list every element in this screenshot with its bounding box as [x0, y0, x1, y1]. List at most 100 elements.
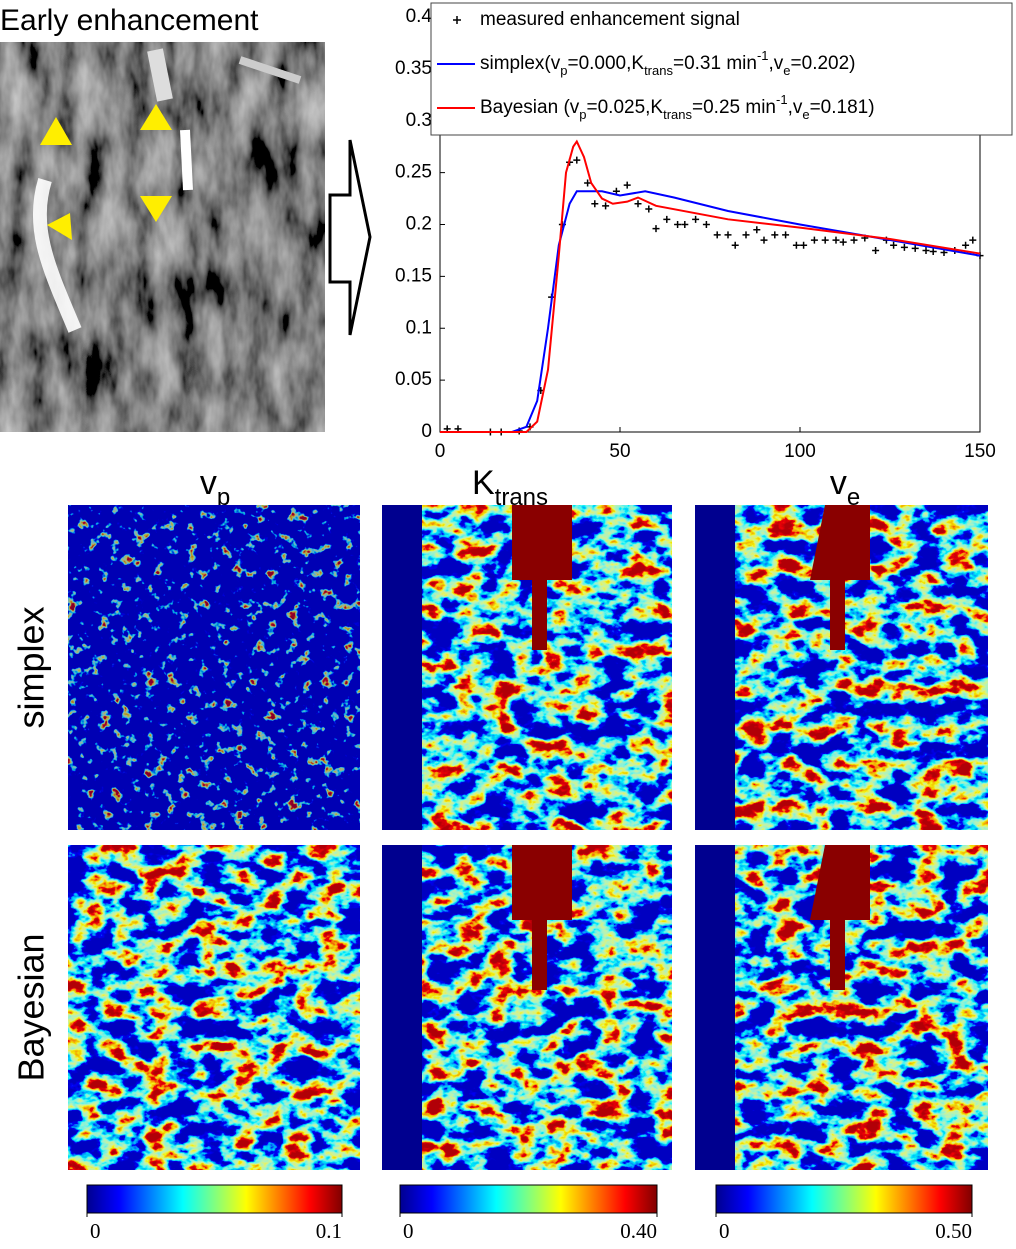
map-image [695, 845, 988, 1170]
data-point [782, 231, 790, 239]
data-point [724, 231, 732, 239]
legend: measured enhancement signalsimplex(vp=0.… [437, 9, 875, 122]
data-point [591, 200, 599, 208]
legend-box [430, 2, 1013, 136]
data-point [760, 236, 768, 244]
x-tick-label: 0 [435, 441, 446, 462]
legend-label: Bayesian (vp=0.025,Ktrans=0.25 min-1,ve=… [480, 92, 875, 122]
data-point [962, 241, 970, 249]
map-left-band [695, 505, 735, 830]
text-run: v [200, 464, 217, 502]
data-point [800, 241, 808, 249]
y-tick-label: 0.2 [406, 214, 432, 235]
image-title: Early enhancement [0, 4, 259, 37]
map-texture [68, 505, 360, 830]
column-header: Ktrans [472, 464, 548, 511]
data-point [839, 238, 847, 246]
superscript: -1 [776, 92, 788, 107]
superscript: -1 [757, 48, 769, 63]
data-point [890, 241, 898, 249]
data-point [900, 243, 908, 251]
x-tick-label: 50 [609, 441, 630, 462]
text-run: Bayesian (v [480, 97, 580, 118]
data-point [645, 205, 653, 213]
x-tick-label: 100 [784, 441, 816, 462]
mri-image [0, 42, 325, 432]
data-point [850, 236, 858, 244]
text-run: ,v [769, 53, 784, 74]
data-point [969, 236, 977, 244]
arrow [328, 139, 372, 336]
legend-marker [453, 16, 461, 24]
map-image [68, 845, 360, 1170]
data-point [792, 241, 800, 249]
map-image [382, 845, 672, 1170]
y-tick-label: 0.3 [406, 110, 432, 131]
data-point [623, 181, 631, 189]
legend-label: simplex(vp=0.000,Ktrans=0.31 min-1,ve=0.… [480, 48, 856, 78]
colorbar-tick-label: 0 [90, 1219, 101, 1243]
map-vessel [810, 845, 870, 990]
y-tick-label: 0.1 [406, 317, 432, 338]
subscript: p [560, 63, 567, 78]
subscript: trans [663, 107, 692, 122]
series-line [440, 190, 981, 433]
data-point [702, 221, 710, 228]
data-point [742, 231, 750, 239]
text-run: ,v [788, 97, 803, 118]
y-tick-label: 0.05 [395, 369, 432, 390]
data-point [832, 236, 840, 244]
y-tick-label: 0.25 [395, 162, 432, 183]
data-point [573, 156, 581, 164]
data-point [634, 200, 642, 208]
subscript: p [217, 484, 230, 511]
map-image [382, 505, 672, 830]
column-header: ve [830, 464, 860, 511]
colorbar-tick-label: 0 [403, 1219, 414, 1243]
colorbar-tick-label: 0 [719, 1219, 730, 1243]
colorbar-tick-label: 0.1 [316, 1219, 342, 1243]
text-run: simplex(v [480, 53, 561, 74]
y-tick-label: 0 [421, 421, 432, 442]
text-run: v [830, 464, 847, 502]
row-label: Bayesian [11, 933, 52, 1081]
text-run: =0.31 min [673, 53, 757, 74]
data-point [602, 202, 610, 210]
colorbar [715, 1184, 973, 1214]
y-tick-label: 0.4 [406, 6, 433, 27]
colorbar-tick-label: 0.50 [935, 1219, 972, 1243]
text-run: measured enhancement signal [480, 9, 740, 30]
data-point [821, 236, 829, 244]
map-left-band [382, 505, 422, 830]
data-point [663, 215, 671, 223]
text-run: =0.025,K [587, 97, 664, 118]
y-tick-label: 0.15 [395, 265, 432, 286]
data-point [692, 215, 700, 223]
subscript: p [579, 107, 586, 122]
map-left-band [382, 845, 422, 1170]
data-point [753, 226, 761, 234]
colorbar [86, 1184, 343, 1214]
data-point [652, 225, 660, 233]
series-line [440, 139, 981, 433]
subscript: e [783, 63, 790, 78]
colorbar [399, 1184, 658, 1214]
data-point [872, 246, 880, 254]
map-vessel [512, 505, 572, 650]
data-point [911, 244, 919, 252]
column-header: vp [200, 464, 230, 511]
colorbar-tick-label: 0.40 [620, 1219, 657, 1243]
map-texture [68, 845, 360, 1170]
data-point [810, 236, 818, 244]
text-run: =0.25 min [692, 97, 776, 118]
data-point [731, 241, 739, 249]
text-run: =0.000,K [567, 53, 644, 74]
legend-label: measured enhancement signal [480, 9, 740, 30]
data-point [922, 246, 930, 254]
plot-area: 0 0.05 0.1 0.15 0.2 0.25 0.3 0.35 0.4 0 50 100 150 [395, 6, 996, 462]
x-tick-label: 150 [964, 441, 996, 462]
data-point [713, 231, 721, 239]
text-run: =0.202) [791, 53, 856, 74]
